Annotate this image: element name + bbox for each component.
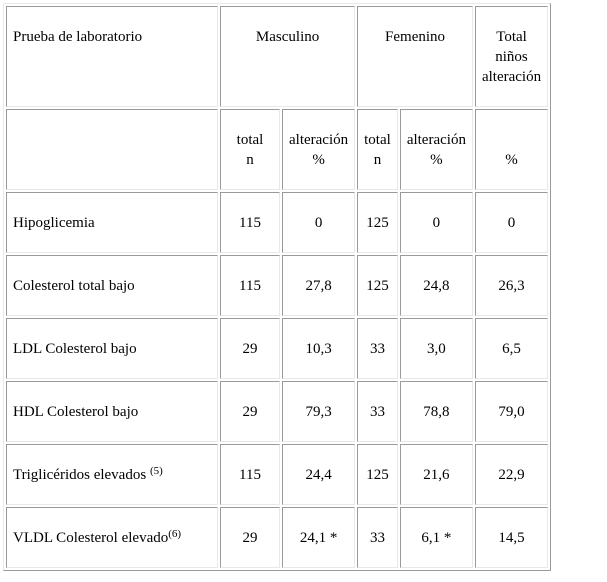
row-male-n: 115 <box>220 255 280 316</box>
footnote-ref-5: (5) <box>149 464 163 477</box>
row-male-n: 29 <box>220 318 280 379</box>
row-test-label: HDL Colesterol bajo <box>6 381 218 442</box>
row-female-pct: 24,8 <box>399 255 473 316</box>
subheader-row: total n alteración% total n alteración% % <box>6 109 549 190</box>
header-male: Masculino <box>220 6 356 107</box>
row-test-label: Triglicéridos elevados (5) <box>6 444 218 505</box>
row-female-n: 125 <box>357 444 398 505</box>
row-female-n: 125 <box>357 192 398 253</box>
header-total-line1: Total <box>496 29 527 45</box>
table-row: Triglicéridos elevados (5) 115 24,4 125 … <box>6 444 549 505</box>
subheader-male-pct: alteración% <box>282 109 356 190</box>
row-total-pct: 22,9 <box>474 444 549 505</box>
row-total-pct: 14,5 <box>474 507 549 568</box>
table-row: VLDL Colesterol elevado(6) 29 24,1 * 33 … <box>6 507 549 568</box>
row-female-pct: 6,1 * <box>399 507 473 568</box>
row-test-label: Colesterol total bajo <box>6 255 218 316</box>
subheader-total-pct: % <box>474 109 549 190</box>
row-total-pct: 26,3 <box>474 255 549 316</box>
row-female-n: 33 <box>357 507 398 568</box>
lab-results-table: Prueba de laboratorio Masculino Femenino… <box>3 3 552 571</box>
row-male-pct: 79,3 <box>282 381 356 442</box>
table-row: Hipoglicemia 115 0 125 0 0 <box>6 192 549 253</box>
row-male-pct: 24,1 * <box>282 507 356 568</box>
table-row: LDL Colesterol bajo 29 10,3 33 3,0 6,5 <box>6 318 549 379</box>
table-row: Colesterol total bajo 115 27,8 125 24,8 … <box>6 255 549 316</box>
row-male-pct: 27,8 <box>282 255 356 316</box>
row-female-pct: 3,0 <box>399 318 473 379</box>
row-female-n: 33 <box>357 318 398 379</box>
row-male-n: 29 <box>220 507 280 568</box>
subheader-female-pct: alteración% <box>399 109 473 190</box>
row-male-n: 29 <box>220 381 280 442</box>
header-total: Total niños alteración <box>474 6 549 107</box>
footnote-ref-6: (6) <box>168 527 182 540</box>
row-female-n: 125 <box>357 255 398 316</box>
row-test-label: LDL Colesterol bajo <box>6 318 218 379</box>
row-male-pct: 24,4 <box>282 444 356 505</box>
subheader-male-n: total n <box>220 109 280 190</box>
row-test-label: Hipoglicemia <box>6 192 218 253</box>
header-total-line2: niños <box>495 49 528 65</box>
row-test-label: VLDL Colesterol elevado(6) <box>6 507 218 568</box>
subheader-female-n: total n <box>357 109 398 190</box>
row-total-pct: 0 <box>474 192 549 253</box>
row-male-n: 115 <box>220 192 280 253</box>
row-female-n: 33 <box>357 381 398 442</box>
header-row: Prueba de laboratorio Masculino Femenino… <box>6 6 549 107</box>
header-test: Prueba de laboratorio <box>6 6 218 107</box>
subheader-empty <box>6 109 218 190</box>
row-female-pct: 0 <box>399 192 473 253</box>
row-female-pct: 21,6 <box>399 444 473 505</box>
table-row: HDL Colesterol bajo 29 79,3 33 78,8 79,0 <box>6 381 549 442</box>
row-total-pct: 6,5 <box>474 318 549 379</box>
row-male-n: 115 <box>220 444 280 505</box>
header-total-line3: alteración <box>481 69 542 85</box>
row-female-pct: 78,8 <box>399 381 473 442</box>
row-male-pct: 0 <box>282 192 356 253</box>
row-total-pct: 79,0 <box>474 381 549 442</box>
header-female: Femenino <box>357 6 473 107</box>
row-male-pct: 10,3 <box>282 318 356 379</box>
